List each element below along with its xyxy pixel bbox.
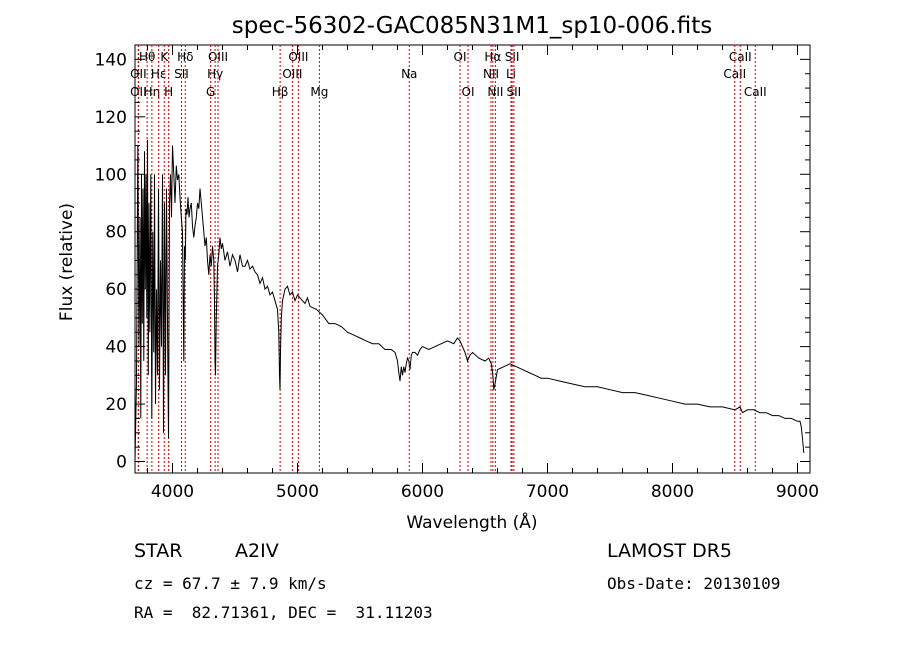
line-marker-label: OI: [454, 50, 467, 64]
redshift-text: cz = 67.7 ± 7.9 km/s: [134, 574, 327, 593]
x-axis-ticks: 4000 5000 6000 7000 8000 9000: [147, 45, 819, 502]
x-tick-label: 8000: [651, 482, 694, 502]
x-tick-label: 7000: [526, 482, 569, 502]
line-marker-label: OIII: [208, 50, 228, 64]
object-type: STAR: [134, 540, 183, 562]
line-marker-label: Mg: [310, 85, 328, 99]
line-marker-label: Hδ: [177, 50, 193, 64]
line-marker-label: Hθ: [139, 50, 155, 64]
y-tick-label: 80: [105, 223, 127, 243]
x-axis-label: Wavelength (Å): [406, 511, 537, 533]
y-tick-label: 20: [105, 395, 127, 415]
chart-title: spec-56302-GAC085N31M1_sp10-006.fits: [232, 13, 712, 39]
line-marker-label: SII: [505, 50, 520, 64]
object-subclass: A2IV: [235, 540, 279, 562]
line-marker-label: H: [164, 85, 173, 99]
line-marker-label: Hα: [484, 50, 501, 64]
line-marker-label: Hγ: [207, 67, 223, 81]
y-axis-label: Flux (relative): [57, 203, 77, 321]
line-marker-label: Na: [401, 67, 417, 81]
y-tick-label: 140: [95, 50, 127, 70]
line-marker-label: Li: [506, 67, 516, 81]
obs-date-text: Obs-Date: 20130109: [607, 574, 781, 593]
survey-name: LAMOST DR5: [607, 540, 732, 562]
plot-frame: [134, 44, 811, 474]
y-axis-ticks: 0 20 40 60 80 100 120 140: [95, 50, 810, 473]
y-tick-label: 60: [105, 280, 127, 300]
x-tick-label: 6000: [401, 482, 444, 502]
line-marker-label: Hβ: [272, 85, 289, 99]
x-tick-label: 5000: [276, 482, 319, 502]
x-tick-label: 4000: [151, 482, 194, 502]
coordinates-text: RA = 82.71361, DEC = 31.11203: [134, 603, 433, 622]
line-marker-label: SII: [174, 67, 189, 81]
line-marker-label: Hε: [151, 67, 167, 81]
y-tick-label: 100: [95, 165, 127, 185]
y-tick-label: 0: [116, 453, 127, 473]
line-marker-label: CaII: [729, 50, 752, 64]
x-tick-label: 9000: [776, 482, 819, 502]
line-marker-label: G: [206, 85, 215, 99]
line-marker-label: Hη: [144, 85, 161, 99]
spectrum-line: [134, 139, 805, 462]
line-marker-label: OI: [462, 85, 475, 99]
line-marker-label: CaII: [723, 67, 746, 81]
line-marker-label: K: [160, 50, 169, 64]
y-tick-label: 120: [95, 108, 127, 128]
y-tick-label: 40: [105, 338, 127, 358]
line-marker-label: NII: [483, 67, 499, 81]
line-marker-label: OIII: [282, 67, 302, 81]
line-marker-label: CaII: [744, 85, 767, 99]
line-marker-label: OII: [130, 85, 147, 99]
line-marker-label: SII: [507, 85, 522, 99]
line-marker-label: NII: [487, 85, 503, 99]
line-marker-label: OIII: [288, 50, 308, 64]
